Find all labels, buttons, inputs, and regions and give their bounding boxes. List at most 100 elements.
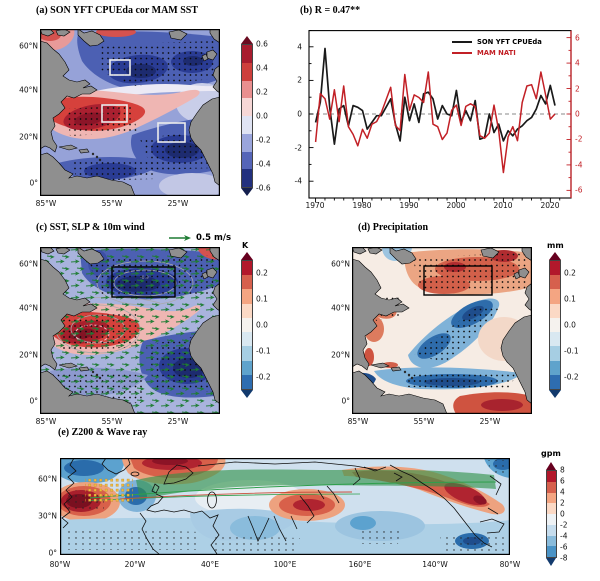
panel-b-yticks-right-0: 6 — [575, 33, 580, 43]
panel-a-xticks-0: 85°W — [35, 199, 57, 208]
cbar-tick--6: -6 — [560, 542, 568, 552]
panel-e-xticks-3: 100°E — [273, 560, 297, 569]
legend-row-cpue: SON YFT CPUEda — [452, 36, 570, 47]
panel-d-map — [352, 247, 532, 414]
panel-a-map — [40, 29, 220, 196]
index-boxes — [101, 59, 186, 143]
panel-c-yticks-0: 60°N — [19, 259, 38, 269]
panel-a-yticks-3: 0° — [29, 178, 38, 188]
panel-e-yticks-1: 30°N — [38, 511, 57, 521]
map-frame — [40, 247, 220, 414]
cbar-tick-0.0: 0.0 — [256, 320, 268, 330]
panel-c-colorbar: 0.2 0.1 0.0 -0.1 -0.2 — [241, 252, 271, 398]
panel-a-yticks-1: 40°N — [19, 85, 38, 95]
cbar-tick-0.2: 0.2 — [256, 268, 268, 278]
map-frame — [352, 247, 532, 414]
index-box — [111, 266, 176, 298]
panel-d-yticks-0: 60°N — [331, 259, 350, 269]
cbar-tick--0.1: -0.1 — [256, 346, 271, 356]
panel-d-yticks-2: 20°N — [331, 350, 350, 360]
significance-stippling — [64, 460, 508, 551]
cbar-tick--0.2: -0.2 — [256, 372, 271, 382]
wave-source-stippling — [85, 477, 133, 502]
panel-b-yticks-right-2: 2 — [575, 84, 580, 94]
map-frame — [60, 458, 510, 555]
panel-b-legend: SON YFT CPUEda MAM NATI — [452, 36, 570, 58]
cbar-tick-0.1: 0.1 — [564, 294, 576, 304]
panel-b-yticks-right-6: -6 — [575, 185, 583, 195]
cbar-tick-0: 0 — [560, 509, 565, 519]
cbar-tick-0.6: 0.6 — [256, 39, 268, 49]
panel-e-colorbar-unit: gpm — [541, 449, 561, 458]
panel-e-xticks-0: 80°W — [49, 560, 71, 569]
cbar-tick--4: -4 — [560, 531, 568, 541]
panel-e-yticks-2: 0° — [48, 548, 57, 558]
panel-b-title: (b) R = 0.47** — [300, 5, 361, 16]
panel-e-xticks-5: 140°W — [422, 560, 448, 569]
panel-e-xticks-1: 20°W — [124, 560, 146, 569]
panel-e-title: (e) Z200 & Wave ray — [58, 427, 148, 438]
panel-b-yticks-right-1: 4 — [575, 58, 580, 68]
panel-a-yticks-0: 60°N — [19, 41, 38, 51]
cbar-tick-0.1: 0.1 — [256, 294, 268, 304]
panel-d-xticks-2: 25°W — [479, 417, 501, 426]
panel-e-yticks-0: 60°N — [38, 474, 57, 484]
panel-b-yticks-left-2: 0 — [297, 109, 302, 119]
panel-c-colorbar-unit: K — [242, 241, 249, 250]
panel-d-colorbar-unit: mm — [547, 241, 564, 250]
panel-c-yticks-2: 20°N — [19, 350, 38, 360]
series-right — [314, 71, 556, 174]
cbar-tick-0.0: 0.0 — [256, 111, 268, 121]
panel-e-xticks-6: 80°W — [499, 560, 521, 569]
cbar-tick-4: 4 — [560, 487, 565, 497]
wind-vector-layer — [40, 247, 220, 414]
cbar-tick-6: 6 — [560, 476, 565, 486]
cbar-tick-0.0: 0.0 — [564, 320, 576, 330]
panel-d-yticks-3: 0° — [341, 396, 350, 406]
wind-reference-arrow-icon — [169, 235, 191, 241]
panel-e-xticks-4: 160°E — [348, 560, 372, 569]
panel-a-yticks-2: 20°N — [19, 132, 38, 142]
cbar-tick--8: -8 — [560, 553, 568, 563]
panel-a-colorbar: 0.6 0.4 0.2 0.0 -0.2 -0.4 -0.6 — [241, 36, 271, 196]
panel-e-colorbar: 8 6 4 2 0 -2 -4 -6 -8 — [546, 462, 567, 566]
cbar-tick-2: 2 — [560, 498, 565, 508]
map-frame — [40, 29, 220, 196]
panel-b-yticks-left-4: -4 — [294, 176, 302, 186]
panel-c-title: (c) SST, SLP & 10m wind — [36, 222, 145, 233]
legend-label-nati: MAM NATI — [477, 48, 516, 57]
panel-b-yticks-right-3: 0 — [575, 109, 580, 119]
cbar-tick--2: -2 — [560, 520, 568, 530]
legend-label-cpue: SON YFT CPUEda — [477, 37, 542, 46]
cbar-tick-0.4: 0.4 — [256, 63, 268, 73]
cbar-tick-8: 8 — [560, 465, 565, 475]
panel-c-map: -0.9 0.0 — [40, 247, 220, 414]
panel-a-xticks-1: 55°W — [101, 199, 123, 208]
panel-d-colorbar: 0.2 0.1 0.0 -0.1 -0.2 — [549, 252, 579, 398]
panel-c-yticks-3: 0° — [29, 396, 38, 406]
panel-b-yticks-left-1: 2 — [297, 75, 302, 85]
panel-b-timeseries — [308, 30, 572, 203]
cbar-tick--0.4: -0.4 — [256, 159, 271, 169]
wind-reference: 0.5 m/s — [168, 233, 231, 243]
legend-line-black — [452, 40, 472, 43]
panel-c-yticks-1: 40°N — [19, 303, 38, 313]
panel-c-xticks-1: 55°W — [101, 417, 123, 426]
cbar-tick-0.2: 0.2 — [564, 268, 576, 278]
panel-d-xticks-0: 85°W — [347, 417, 369, 426]
legend-row-nati: MAM NATI — [452, 47, 570, 58]
panel-d-yticks-1: 40°N — [331, 303, 350, 313]
cbar-tick--0.1: -0.1 — [564, 346, 579, 356]
cbar-tick-0.2: 0.2 — [256, 87, 268, 97]
panel-a-title: (a) SON YFT CPUEda cor MAM SST — [36, 5, 199, 16]
panel-b-yticks-left-0: 4 — [297, 42, 302, 52]
panel-e-map — [60, 458, 510, 555]
panel-d-title: (d) Precipitation — [358, 222, 429, 233]
panel-b-yticks-right-4: -2 — [575, 134, 583, 144]
panel-b-yticks-right-5: -4 — [575, 160, 583, 170]
coastlines — [61, 458, 505, 555]
panel-a-xticks-2: 25°W — [167, 199, 189, 208]
legend-line-red — [452, 51, 472, 54]
cbar-tick--0.6: -0.6 — [256, 183, 271, 193]
cbar-tick--0.2: -0.2 — [256, 135, 271, 145]
